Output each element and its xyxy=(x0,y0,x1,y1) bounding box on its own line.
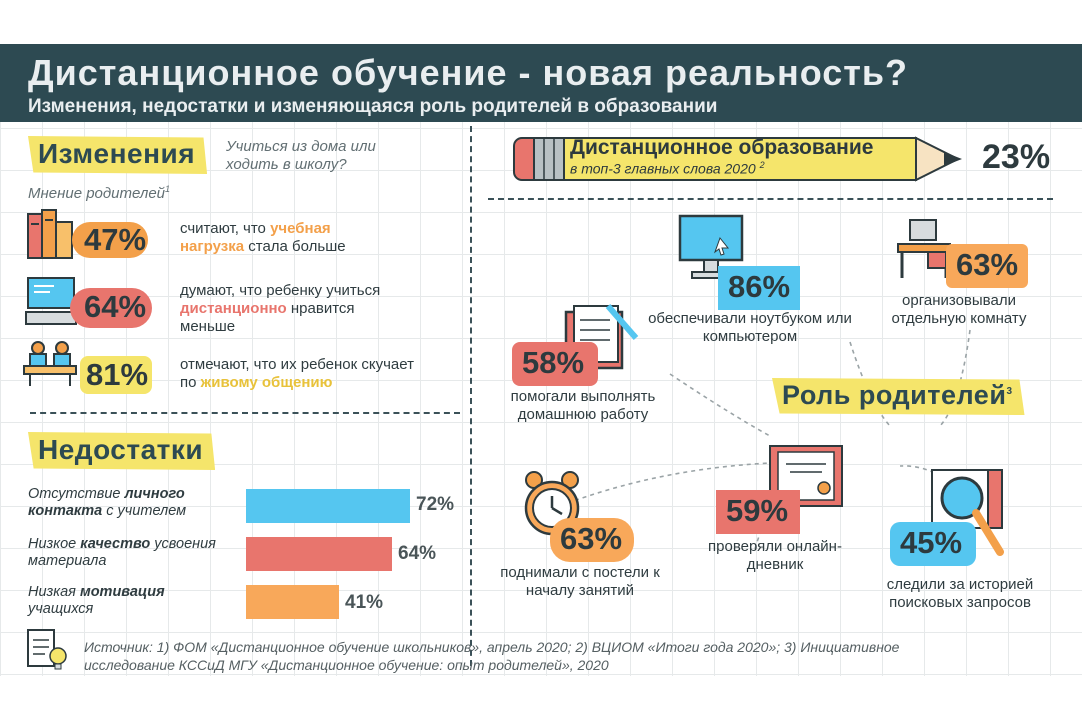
role-blob-3 xyxy=(512,342,598,386)
percent-blob-2 xyxy=(70,288,152,328)
pencil-icon xyxy=(512,134,972,184)
left-divider xyxy=(30,412,460,414)
role-label-1: обеспечивали ноутбуком или компьютером xyxy=(648,310,852,345)
drawback-bar-3 xyxy=(246,585,339,619)
role-blob-4 xyxy=(550,518,634,562)
drawback-label-1: Отсутствие личного контакта с учителем xyxy=(28,486,187,519)
percent-blob-1 xyxy=(72,222,148,258)
classroom-icon xyxy=(22,340,78,388)
drawback-bar-2 xyxy=(246,537,392,571)
source-line-1: Источник: 1) ФОМ «Дистанционное обучение… xyxy=(84,639,900,655)
role-percent-2: 63% xyxy=(956,247,1019,282)
role-percent-5: 59% xyxy=(726,493,789,528)
opinion-label: Мнение родителей1 xyxy=(28,184,171,202)
page-title: Дистанционное обучение - новая реальност… xyxy=(28,52,909,93)
changes-question: Учиться из дома или ходить в школу? xyxy=(226,138,376,173)
role-label-5: проверяли онлайн-дневник xyxy=(708,538,842,573)
roles-tag: Роль родителей3 xyxy=(772,378,1025,415)
changes-percent-3: 81% xyxy=(86,357,149,392)
drawback-bar-1 xyxy=(246,489,410,523)
drawback-label-3: Низкая мотивация учащихся xyxy=(28,584,165,617)
pencil-percent: 23% xyxy=(982,138,1051,176)
right-divider xyxy=(488,198,1053,200)
drawback-value-3: 41% xyxy=(345,592,384,613)
pencil-title: Дистанционное образование xyxy=(570,136,874,159)
role-label-4: поднимали с постели к началу занятий xyxy=(500,564,660,599)
pencil-subtitle: в топ-3 главных слова 2020 2 xyxy=(570,160,765,177)
changes-text-3: отмечают, что их ребенок скучает по живо… xyxy=(180,356,414,391)
drawback-value-1: 72% xyxy=(416,494,455,515)
role-label-2: организовывали отдельную комнату xyxy=(891,292,1027,327)
document-bulb-icon xyxy=(26,628,68,672)
page-subtitle: Изменения, недостатки и изменяющаяся рол… xyxy=(28,96,718,117)
role-percent-3: 58% xyxy=(522,345,585,380)
monitor-icon xyxy=(676,214,746,284)
header-banner: Дистанционное обучение - новая реальност… xyxy=(0,44,1082,122)
source-line-2: исследование КССиД МГУ «Дистанционное об… xyxy=(84,657,609,673)
changes-tag: Изменения xyxy=(28,136,208,174)
role-percent-4: 63% xyxy=(560,521,623,556)
changes-percent-1: 47% xyxy=(84,222,147,257)
drawback-value-2: 64% xyxy=(398,543,437,564)
changes-text-1: считают, что учебная нагрузка стала боль… xyxy=(180,220,346,255)
books-icon xyxy=(26,208,76,262)
infographic-canvas: Дистанционное обучение - новая реальност… xyxy=(0,44,1082,676)
role-blob-1 xyxy=(718,266,800,310)
role-blob-2 xyxy=(946,244,1028,288)
drawback-label-2: Низкое качество усвоения материала xyxy=(28,536,216,569)
changes-text-2: думают, что ребенку учиться дистанционно… xyxy=(180,282,381,335)
magnifier-icon xyxy=(930,468,1006,558)
vertical-divider xyxy=(470,126,472,666)
role-label-3: помогали выполнять домашнюю работу xyxy=(510,388,656,423)
drawbacks-tag: Недостатки xyxy=(28,432,216,470)
changes-percent-2: 64% xyxy=(84,289,147,324)
role-blob-6 xyxy=(890,522,976,566)
percent-blob-3 xyxy=(80,356,152,394)
role-percent-6: 45% xyxy=(900,525,963,560)
role-percent-1: 86% xyxy=(728,269,791,304)
role-label-6: следили за историей поисковых запросов xyxy=(886,576,1034,611)
desk-icon xyxy=(896,216,952,282)
role-blob-5 xyxy=(716,490,800,534)
